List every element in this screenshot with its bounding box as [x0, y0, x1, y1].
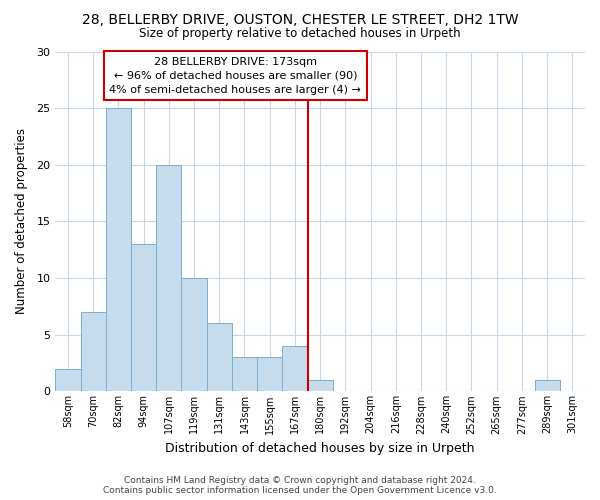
X-axis label: Distribution of detached houses by size in Urpeth: Distribution of detached houses by size …: [166, 442, 475, 455]
Bar: [181, 278, 206, 392]
Bar: [232, 358, 257, 392]
Bar: [283, 346, 308, 392]
Bar: [106, 108, 131, 392]
Bar: [55, 368, 80, 392]
Text: 28 BELLERBY DRIVE: 173sqm
← 96% of detached houses are smaller (90)
4% of semi-d: 28 BELLERBY DRIVE: 173sqm ← 96% of detac…: [109, 56, 361, 94]
Bar: [80, 312, 106, 392]
Bar: [131, 244, 156, 392]
Text: Size of property relative to detached houses in Urpeth: Size of property relative to detached ho…: [139, 28, 461, 40]
Bar: [308, 380, 333, 392]
Bar: [535, 380, 560, 392]
Bar: [257, 358, 283, 392]
Text: 28, BELLERBY DRIVE, OUSTON, CHESTER LE STREET, DH2 1TW: 28, BELLERBY DRIVE, OUSTON, CHESTER LE S…: [82, 12, 518, 26]
Bar: [206, 324, 232, 392]
Bar: [156, 165, 181, 392]
Y-axis label: Number of detached properties: Number of detached properties: [15, 128, 28, 314]
Text: Contains HM Land Registry data © Crown copyright and database right 2024.
Contai: Contains HM Land Registry data © Crown c…: [103, 476, 497, 495]
